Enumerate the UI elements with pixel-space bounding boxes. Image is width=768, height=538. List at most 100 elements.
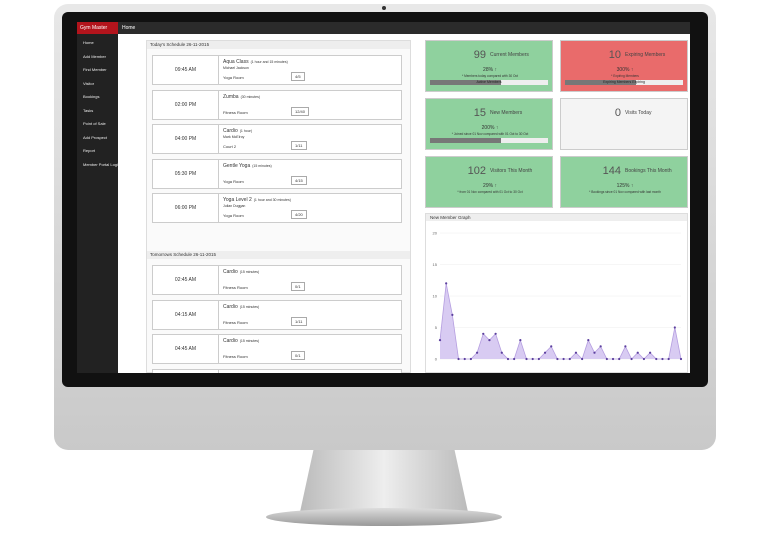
class-name: Cardio (15 minutes) [223, 338, 260, 344]
stat-change: 200% ↑ [481, 125, 499, 131]
class-name: Zumba (30 minutes) [223, 93, 261, 100]
menu-item: Member Portal Login [83, 161, 121, 167]
point [463, 357, 466, 361]
y-tick-label: 10 [433, 294, 438, 299]
stat-value: 99 [473, 49, 486, 61]
point [556, 357, 559, 361]
progress-bar: Expiring Members Expiring [565, 80, 683, 85]
stat-card: 99 Current Members 28% ↑ * Members today co… [425, 40, 553, 92]
stat-card: 0 Visits Today [560, 98, 688, 150]
time: 04:00 PM [153, 125, 219, 153]
booked: 1/11 [291, 141, 307, 150]
trainer: Julian Duggan [223, 204, 246, 208]
room: Fitness Room [223, 109, 248, 115]
schedule-row: 05:15 AMLegion(15 minutes)Fitness Room0/… [152, 368, 402, 373]
class-name: Cardio (15 minutes) [223, 303, 260, 310]
area [440, 283, 681, 359]
room: Court 2 [223, 144, 237, 149]
graph-panel: New Member Graph 0 5 10 15 20 [425, 213, 688, 373]
point [636, 351, 639, 354]
camera [382, 6, 386, 10]
y-tick-label: 5 [435, 325, 438, 330]
point [525, 357, 528, 361]
point [587, 339, 590, 342]
booked: 4/15 [291, 175, 307, 185]
point [550, 345, 553, 348]
schedule-row: 02:45 AM Cardio (15 minutes) Fitness Room 0/… [152, 265, 402, 295]
menu-item: Home [83, 40, 94, 45]
stat-change: 300% ↑ [616, 67, 634, 73]
duration: (1 hour and 15 minutes) [250, 60, 288, 64]
point [618, 357, 621, 361]
duration: (15 minutes) [239, 339, 260, 343]
class-name: Yoga Level 2 (1 hour and 30 minutes) [223, 197, 291, 203]
point [611, 357, 615, 361]
menu-item: Add Member [83, 53, 106, 59]
point [457, 357, 460, 361]
time: 04:45 AM [153, 335, 219, 363]
booked: 0/1 [291, 351, 305, 360]
point [438, 339, 442, 342]
booked: 4/20 [291, 210, 307, 219]
stat-card: 102 Visitors This Month 29% ↑ * from 01 Nov… [425, 156, 553, 208]
stat-value: 10 [608, 49, 621, 61]
progress-bar [430, 138, 548, 143]
point [519, 339, 522, 342]
point [568, 357, 571, 361]
time: 05:15 AM [153, 369, 219, 373]
time: 09:45 AM [153, 56, 219, 84]
point [667, 357, 670, 361]
booked: 1/11 [291, 316, 307, 326]
time: 04:15 AM [153, 300, 219, 329]
class-name: Gentle Yoga (15 minutes) [223, 162, 272, 169]
point [475, 351, 479, 354]
y-tick-label: 15 [433, 262, 438, 267]
graph: 0 5 10 15 20 [433, 231, 683, 362]
trainer: Michael Jackson [223, 66, 249, 70]
point [482, 332, 485, 335]
schedule-row: 02:00 PM Zumba (30 minutes) Fitness Room 12/… [152, 89, 402, 120]
menu-item: Report [83, 148, 96, 153]
point [469, 357, 472, 361]
room: Yoga Room [223, 178, 244, 184]
point [494, 332, 497, 335]
time: 02:00 PM [153, 90, 219, 119]
point [531, 357, 534, 361]
duration: (1 hour) [239, 129, 252, 133]
room: Fitness Room [223, 319, 248, 325]
schedule-title: Tomorrows Schedule 26-11-2015 [147, 251, 410, 259]
stat-value: 102 [467, 165, 486, 177]
point [673, 326, 676, 329]
duration: (15 minutes) [239, 270, 260, 274]
menu-item: Add Prospect [83, 134, 108, 140]
point [543, 351, 547, 354]
stat-label: Current Members [490, 52, 529, 58]
point [537, 357, 540, 361]
class-name: Cardio (15 minutes) [223, 269, 260, 275]
point [451, 313, 454, 316]
y-tick-label: 20 [433, 231, 438, 236]
point [642, 357, 646, 361]
point [574, 351, 578, 354]
room: Fitness Room [223, 354, 248, 359]
stat-value: 144 [602, 165, 621, 177]
point [581, 357, 584, 361]
schedule-row: 06:00 PM Yoga Level 2 (1 hour and 30 minut… [152, 193, 402, 223]
booked: 4/5 [291, 72, 305, 81]
schedule-title: Today's Schedule 26-11-2015 [147, 41, 410, 49]
time: 02:45 AM [153, 266, 219, 294]
stat-label: Bookings This Month [625, 168, 672, 174]
time: 05:30 PM [153, 159, 219, 188]
schedule-row: 04:45 AM Cardio (15 minutes) Fitness Room 0/… [152, 334, 402, 364]
brand: Gym Master [77, 22, 118, 34]
schedule-row: 04:00 PM Cardio (1 hour) Mark McElroy Court … [152, 124, 402, 154]
trainer: Mark McElroy [223, 135, 245, 139]
schedule-panel: Today's Schedule 26-11-2015 09:45 AM Aqua … [146, 40, 411, 373]
menu-item: Point of Sale [83, 121, 106, 126]
top-bar [77, 22, 690, 34]
progress-label: Expiring Members Expiring [603, 80, 645, 84]
point [605, 357, 608, 361]
stat-change: 28% ↑ [483, 67, 497, 73]
progress-bar: Active Members [430, 80, 548, 85]
